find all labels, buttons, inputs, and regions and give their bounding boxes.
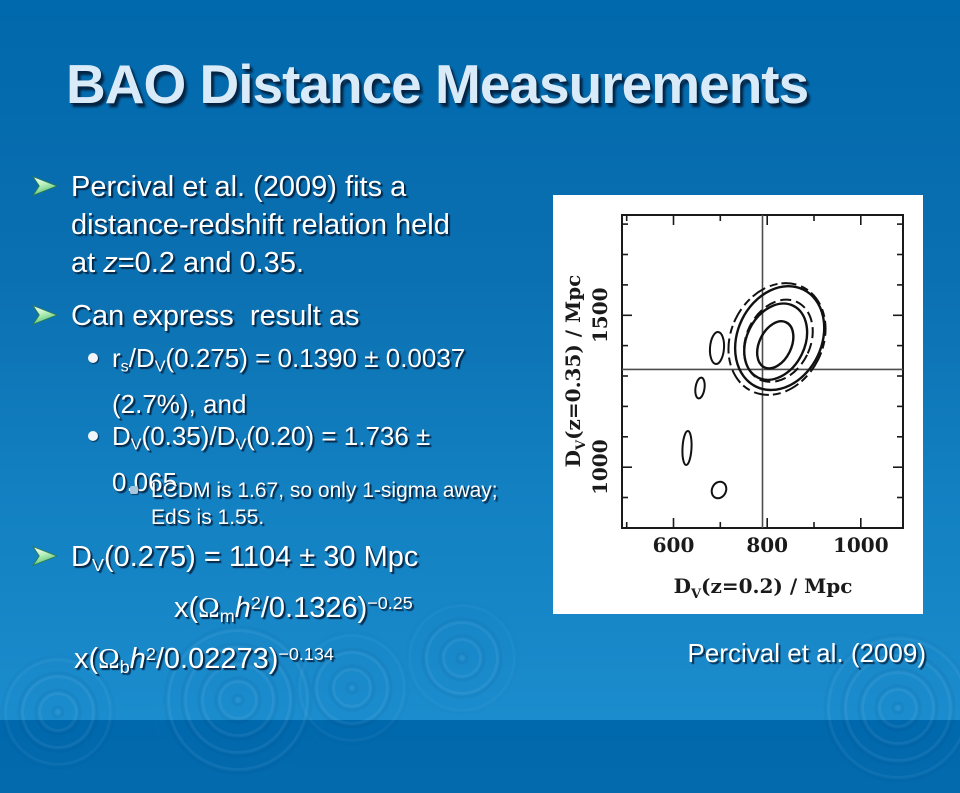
bullet-text-line: Percival et al. (2009) fits a <box>71 171 407 203</box>
y-axis-ticks <box>622 223 903 499</box>
bullet-text-line: LCDM is 1.67, so only 1-sigma away; <box>151 479 498 502</box>
x-tick-label: 800 <box>746 533 788 557</box>
arrow-bullet-icon <box>32 175 59 197</box>
bullet-text-line: Can express result as <box>71 300 360 332</box>
bullet-text-line: distance-redshift relation held <box>71 209 450 241</box>
sub-sub-bullet-lcdm: LCDM is 1.67, so only 1-sigma away; EdS … <box>130 477 498 531</box>
x-tick-label: 600 <box>653 533 695 557</box>
bullet-text-line: at z=0.2 and 0.35. <box>71 247 304 279</box>
sub-bullet-rs-dv: rs/DV(0.275) = 0.1390 ± 0.0037 (2.7%), a… <box>88 340 465 423</box>
bullet-text-line: rs/DV(0.275) = 0.1390 ± 0.0037 <box>112 343 466 376</box>
x-tick-label: 1000 <box>833 533 889 557</box>
bullet-item-percival-fit: Percival et al. (2009) fits a distance-r… <box>32 168 450 282</box>
ripple-decoration <box>404 600 520 716</box>
bullet-text-line: DV(0.35)/DV(0.20) = 1.736 ± <box>112 421 431 454</box>
figure-caption: Percival et al. (2009) <box>687 638 926 668</box>
bullet-item-can-express: Can express result as <box>32 297 360 335</box>
contour-plot-svg: 600 800 1000 1000 1500 DV(z=0.2) / Mpc D… <box>561 214 904 602</box>
arrow-bullet-icon <box>32 304 59 326</box>
dot-bullet-icon <box>88 353 98 363</box>
x-axis-label: DV(z=0.2) / Mpc <box>674 574 853 602</box>
contour-plot-figure: 600 800 1000 1000 1500 DV(z=0.2) / Mpc D… <box>553 195 923 614</box>
dot-bullet-icon <box>88 431 98 441</box>
page-title: BAO Distance Measurements <box>66 53 809 115</box>
square-bullet-icon <box>130 486 138 494</box>
bullet-item-dv-result: DV(0.275) = 1104 ± 30 Mpc x(Ωmh2/0.1326)… <box>32 538 418 686</box>
equation-line: x(Ωmh2/0.1326)−0.25 <box>174 592 413 627</box>
bullet-text-line: 0.065 <box>112 466 178 497</box>
y-axis-label: DV(z=0.35) / Mpc <box>561 275 589 468</box>
arrow-bullet-icon <box>32 545 59 567</box>
y-tick-label: 1000 <box>588 439 612 495</box>
sub-bullet-dv-ratio: DV(0.35)/DV(0.20) = 1.736 ± 0.065 <box>88 418 430 501</box>
y-tick-label: 1500 <box>588 287 612 343</box>
bullet-text-line: DV(0.275) = 1104 ± 30 Mpc <box>71 541 419 576</box>
bullet-text-line: (2.7%), and <box>112 388 247 419</box>
equation-line: x(Ωbh2/0.02273)−0.134 <box>74 643 334 678</box>
x-axis-ticks <box>625 215 862 528</box>
minor-contour-blobs <box>681 331 728 500</box>
bullet-text-line: EdS is 1.55. <box>151 506 265 529</box>
crosshair-lines <box>622 215 903 528</box>
